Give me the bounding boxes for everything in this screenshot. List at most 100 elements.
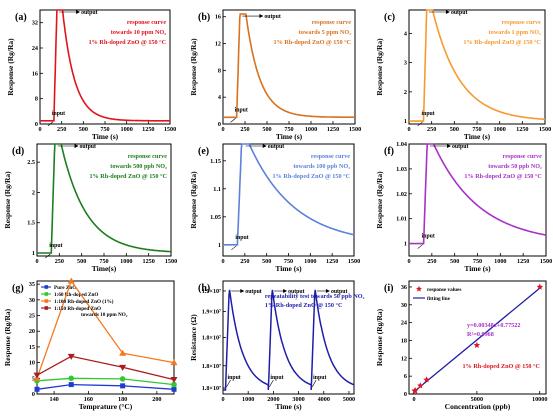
y-tick-label: 1.04 [396, 141, 407, 148]
x-tick-label: 1000 [242, 396, 254, 403]
legend-marker [44, 292, 49, 296]
panel-d: (d) Response (Rg/Ra) Time(s) 0 250 500 750 1000… [3, 143, 177, 273]
x-tick-label: 1000 [493, 126, 505, 133]
panel-e: (e) Response (Rg/Ra) Time (s) 0 250 500 750 100… [189, 143, 360, 273]
input-label: input [228, 375, 241, 381]
x-tick-label: 1000 [120, 126, 132, 133]
y-tick-label: 4 [404, 30, 407, 37]
input-arrow [226, 379, 231, 388]
x-tick-label: 750 [100, 126, 109, 133]
x-tick-label: 3000 [292, 396, 304, 403]
x-tick-label: 750 [99, 258, 108, 265]
data-point [119, 364, 127, 371]
y-tick-label: 1 [32, 250, 35, 257]
legend-entry: 1:60 Rh-doped ZnO [54, 292, 98, 298]
annotation-text: towards 10 ppm NO₂ [111, 29, 166, 36]
input-label: input [49, 243, 62, 249]
arrow-head [325, 289, 330, 293]
y-tick-label: 1 [404, 241, 407, 248]
x-axis-label: Temprature (°C) [79, 402, 133, 411]
x-tick-label: 1500 [540, 258, 552, 265]
data-point [67, 277, 75, 284]
output-label: output [331, 289, 348, 295]
series-line [36, 377, 175, 386]
legend-marker [44, 306, 49, 310]
data-point [68, 382, 74, 388]
panel-i: (i) Response (Rg/Ra) Concentration (ppb) 0 5… [375, 280, 547, 411]
input-label: input [52, 111, 65, 117]
panel-label: (f) [384, 146, 394, 157]
y-tick-label: 3 [404, 60, 407, 67]
annotation-text: 1% Rh-doped ZnO @ 150 °C [265, 302, 343, 309]
panel-b: (b) Response (Rg/Ra) Time (s) 0 250 500 750 100… [189, 9, 361, 141]
input-arrow [417, 244, 423, 249]
y-axis-label: Response (Rg/Ra) [3, 171, 12, 229]
y-tick-label: 4 [218, 94, 221, 101]
x-tick-label: 750 [284, 258, 293, 265]
panel-c: (c) Response (Rg/Ra) Time (s) 0 250 500 750 100… [375, 9, 551, 141]
x-tick-label: 500 [77, 258, 86, 265]
data-point [34, 386, 40, 392]
annotation-text: 1% Rh-doped ZnO @ 150 °C [89, 173, 167, 180]
x-tick-label: 1500 [165, 258, 177, 265]
y-axis-label: Response (Rg/Ra) [189, 38, 198, 96]
data-point [536, 283, 543, 290]
arrow-head [259, 14, 264, 19]
arrow-head [445, 10, 450, 14]
y-axis-label: Response (Rg/Ra) [189, 171, 198, 229]
legend-entry: 1:150 Rh-doped ZnO [54, 306, 101, 312]
y-tick-label: 1.8×10⁷ [202, 385, 221, 392]
x-tick-label: 1250 [142, 258, 154, 265]
arrow-head [447, 144, 452, 148]
x-tick-label: 1500 [348, 258, 360, 265]
y-tick-label: 8 [218, 67, 221, 74]
x-tick-label: 4000 [318, 396, 330, 403]
panel-label: (d) [12, 146, 24, 157]
arrow-head [74, 144, 79, 148]
y-tick-label: 24 [32, 45, 38, 52]
input-label: input [422, 234, 435, 240]
y-tick-label: 1.8×10⁷ [202, 363, 221, 370]
response-curve [37, 143, 171, 254]
y-axis-label: Response (Rg/Ra) [3, 308, 12, 366]
panel-f: (f) Response (Rg/Ra) Time (s) 0 250 500 750 100… [375, 141, 552, 273]
x-tick-label: 1250 [142, 126, 154, 133]
y-tick-label: 12 [401, 355, 407, 362]
input-label: input [313, 375, 326, 381]
y-axis-label: Response (Rg/Ra) [375, 308, 384, 366]
output-label: output [288, 289, 305, 295]
x-tick-label: 250 [57, 126, 66, 133]
x-tick-label: 180 [118, 396, 127, 403]
plot-frame [408, 280, 547, 395]
y-tick-label: 1.8×10⁷ [202, 335, 221, 342]
annotation-text: towards 50 ppb NO₂ [488, 163, 542, 170]
panel-label: (e) [198, 146, 209, 157]
x-tick-label: 0 [38, 126, 41, 133]
y-tick-label: 36 [401, 284, 407, 291]
annotation-text: 1% Rh-doped ZnO @ 150 °C [89, 39, 167, 46]
y-axis-label: Response (Rg/Ra) [6, 38, 15, 96]
panel-label: (h) [198, 283, 210, 294]
y-axis-label: Response (Rg/Ra) [375, 171, 384, 229]
annotation-text: 1% Rh-doped ZnO @ 150 °C [462, 363, 540, 370]
y-tick-label: 25 [29, 313, 35, 320]
output-label: output [264, 14, 281, 20]
fitting-line [413, 285, 543, 393]
resistance-curve [223, 289, 355, 391]
panel-label: (i) [384, 283, 393, 294]
panel-label: (c) [384, 12, 395, 23]
input-arrow [230, 118, 236, 123]
x-tick-label: 250 [240, 126, 249, 133]
response-curve [223, 13, 355, 119]
y-tick-label: 8 [35, 96, 38, 103]
annotation-text: 1% Rh-doped ZnO @ 150 °C [274, 39, 352, 46]
data-point [416, 285, 422, 292]
data-point [417, 382, 424, 389]
annotation-text: towards 5 ppm NO₂ [299, 29, 351, 36]
y-tick-label: 1.9×10⁷ [202, 309, 221, 316]
x-tick-label: 1250 [516, 126, 528, 133]
x-tick-label: 0 [221, 126, 224, 133]
annotation-text: response curve [127, 19, 166, 26]
input-arrow [231, 245, 237, 251]
x-tick-label: 500 [262, 126, 271, 133]
